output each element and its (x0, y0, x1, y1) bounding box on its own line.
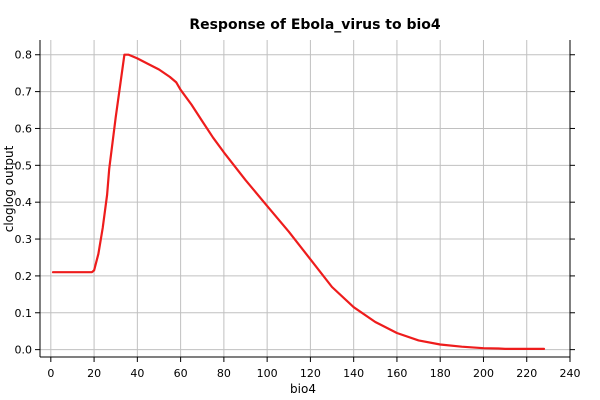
x-tick-label: 200 (473, 367, 494, 380)
y-tick-label: 0.8 (15, 49, 33, 62)
y-tick-label: 0.6 (15, 122, 33, 135)
x-tick-label: 40 (130, 367, 144, 380)
y-tick-label: 0.3 (15, 233, 33, 246)
x-tick-label: 160 (386, 367, 407, 380)
y-axis-label: cloglog output (2, 145, 16, 232)
x-tick-label: 140 (343, 367, 364, 380)
y-tick-label: 0.5 (15, 159, 33, 172)
x-tick-label: 20 (87, 367, 101, 380)
y-tick-label: 0.4 (15, 196, 33, 209)
chart-title: Response of Ebola_virus to bio4 (189, 17, 441, 33)
x-tick-label: 180 (430, 367, 451, 380)
x-tick-label: 100 (257, 367, 278, 380)
y-tick-label: 0.0 (15, 344, 33, 357)
x-tick-label: 120 (300, 367, 321, 380)
x-tick-label: 220 (516, 367, 537, 380)
y-tick-label: 0.1 (15, 307, 33, 320)
y-tick-label: 0.7 (15, 86, 33, 99)
axis-layer: 0 20 40 60 80 100 120 140 160 180 200 220 240 0.0 0.1 0… (15, 40, 581, 380)
x-tick-label: 0 (47, 367, 54, 380)
y-tick-label: 0.2 (15, 270, 33, 283)
x-tick-label: 80 (217, 367, 231, 380)
series-layer (51, 53, 546, 350)
x-axis-label: bio4 (290, 382, 316, 396)
x-tick-label: 240 (560, 367, 581, 380)
response-curve (51, 53, 546, 350)
x-tick-label: 60 (174, 367, 188, 380)
